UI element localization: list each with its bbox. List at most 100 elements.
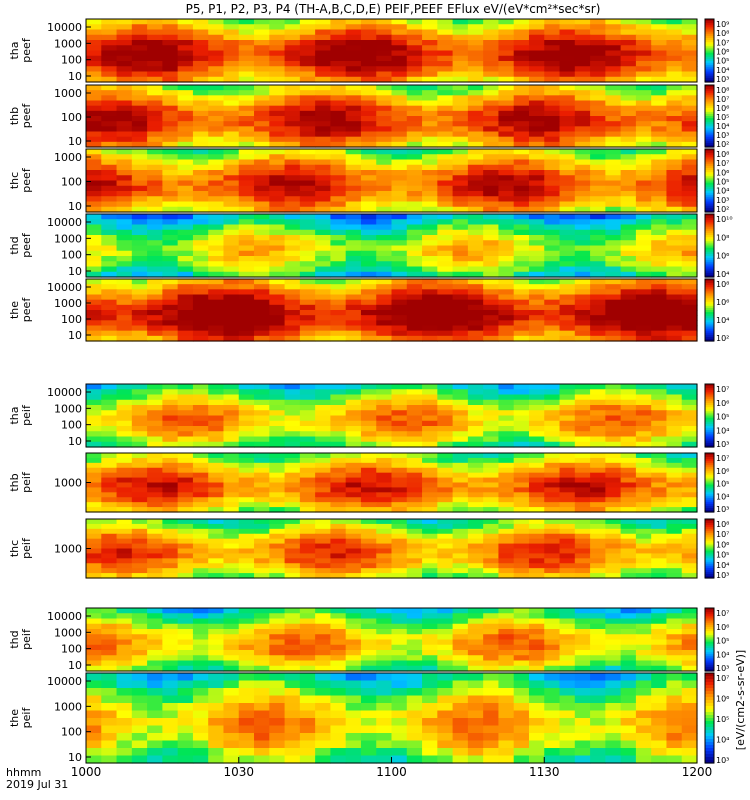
heatmap-cell: [360, 502, 377, 508]
heatmap-cell: [666, 492, 683, 498]
heatmap-cell: [192, 405, 209, 411]
heatmap-cell: [147, 164, 163, 171]
heatmap-cell: [376, 170, 393, 176]
heatmap-cell: [238, 420, 255, 427]
heatmap-cell: [391, 680, 408, 689]
heatmap-cell: [574, 219, 591, 226]
heatmap-cell: [467, 154, 484, 161]
heatmap-cell: [437, 399, 454, 406]
heatmap-cell: [177, 100, 194, 107]
heatmap-cell: [315, 703, 332, 712]
heatmap-cell: [147, 66, 163, 73]
heatmap-cell: [559, 405, 576, 411]
heatmap-cell: [437, 55, 454, 62]
heatmap-cell: [467, 19, 484, 25]
heatmap-cell: [177, 256, 194, 262]
colorbar-swatch: [705, 235, 714, 238]
heatmap-cell: [498, 45, 515, 52]
heatmap-cell: [528, 426, 545, 432]
heatmap-cell: [467, 170, 484, 176]
heatmap-cell: [605, 655, 622, 662]
heatmap-cell: [574, 477, 591, 484]
heatmap-cell: [559, 196, 576, 203]
heatmap-cell: [116, 639, 133, 646]
heatmap-cell: [651, 245, 668, 252]
heatmap-cell: [422, 618, 438, 625]
heatmap-cell: [681, 507, 698, 513]
heatmap-cell: [590, 100, 606, 107]
heatmap-cell: [376, 224, 393, 231]
heatmap-cell: [101, 284, 118, 290]
heatmap-cell: [284, 492, 301, 498]
heatmap-cell: [208, 415, 225, 422]
heatmap-cell: [116, 680, 133, 689]
colorbar-swatch: [705, 140, 714, 144]
heatmap-cell: [131, 399, 148, 406]
heatmap-cell: [590, 492, 606, 498]
heatmap-cell: [498, 519, 515, 525]
heatmap-cell: [376, 482, 393, 489]
heatmap-cell: [86, 660, 102, 667]
heatmap-cell: [635, 85, 652, 91]
heatmap-cell: [559, 121, 576, 127]
heatmap-cell: [192, 629, 209, 635]
heatmap-cell: [131, 19, 148, 25]
heatmap-cell: [391, 266, 408, 273]
heatmap-cell: [406, 105, 423, 112]
heatmap-cell: [162, 245, 179, 252]
heatmap-cell: [116, 710, 133, 719]
heatmap-cell: [177, 573, 194, 579]
heatmap-cell: [422, 294, 438, 301]
heatmap-cell: [391, 100, 408, 107]
heatmap-cell: [131, 240, 148, 247]
heatmap-cell: [513, 149, 530, 155]
heatmap-cell: [544, 453, 561, 459]
heatmap-cell: [101, 159, 118, 166]
heatmap-cell: [208, 224, 225, 231]
heatmap-cell: [315, 240, 332, 247]
heatmap-cell: [559, 201, 576, 208]
heatmap-cell: [162, 528, 179, 535]
colorbar-swatch: [705, 216, 714, 219]
heatmap-cell: [605, 191, 622, 197]
heatmap-cell: [101, 462, 118, 469]
heatmap-cell: [147, 415, 163, 422]
heatmap-cell: [666, 131, 683, 138]
heatmap-cell: [666, 34, 683, 41]
heatmap-cell: [483, 304, 500, 311]
heatmap-cell: [223, 680, 240, 689]
heatmap-cell: [635, 105, 652, 112]
heatmap-cell: [177, 235, 194, 241]
heatmap-cell: [192, 159, 209, 166]
heatmap-cell: [635, 487, 652, 493]
colorbar-frame: [704, 383, 715, 448]
heatmap-cell: [315, 29, 332, 36]
colorbar-swatch: [705, 482, 714, 486]
heatmap-cell: [391, 695, 408, 704]
heatmap-cell: [269, 201, 286, 208]
heatmap-cell: [406, 304, 423, 311]
heatmap-cell: [284, 533, 301, 540]
heatmap-cell: [208, 507, 225, 513]
heatmap-cell: [559, 40, 576, 46]
heatmap-cell: [208, 384, 225, 390]
heatmap-cell: [544, 655, 561, 662]
heatmap-cell: [299, 214, 316, 220]
heatmap-cell: [437, 170, 454, 176]
heatmap-cell: [177, 634, 194, 641]
heatmap-cell: [86, 29, 102, 36]
heatmap-cell: [452, 384, 469, 390]
heatmap-cell: [345, 431, 362, 438]
heatmap-cell: [513, 497, 530, 503]
heatmap-cell: [131, 24, 148, 31]
heatmap-cell: [605, 105, 622, 112]
heatmap-cell: [299, 71, 316, 78]
heatmap-cell: [330, 61, 347, 67]
heatmap-cell: [605, 320, 622, 327]
heatmap-cell: [422, 688, 438, 697]
heatmap-cell: [315, 457, 332, 464]
heatmap-cell: [620, 299, 637, 306]
heatmap-cell: [238, 256, 255, 262]
heatmap-cell: [299, 90, 316, 96]
heatmap-cell: [498, 201, 515, 208]
